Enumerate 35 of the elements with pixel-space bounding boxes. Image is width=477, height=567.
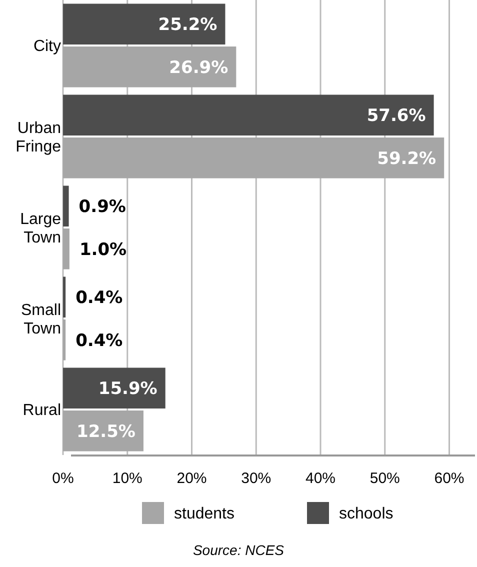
text: 0.4% <box>76 330 123 351</box>
bar <box>63 138 444 178</box>
y-tick-label: Rural <box>22 402 61 420</box>
x-tick-label: 0% <box>52 470 74 487</box>
bar <box>63 4 226 44</box>
bar <box>63 94 434 136</box>
x-tick-label: 20% <box>176 470 207 487</box>
text: 12.5% <box>76 422 136 442</box>
text: 57.6% <box>366 106 426 126</box>
legend-label: schools <box>339 506 394 523</box>
source-note: Source: NCES <box>192 542 285 558</box>
text: 26.9% <box>169 58 228 78</box>
bar <box>63 368 166 408</box>
y-tick-label: Small Town <box>20 302 61 338</box>
bar <box>63 276 66 318</box>
x-tick-label: 30% <box>241 470 272 487</box>
text: 25.2% <box>158 15 218 36</box>
bar <box>63 410 144 452</box>
bar <box>63 320 66 360</box>
x-tick-label: 10% <box>112 470 142 487</box>
legend-label: students <box>174 506 234 523</box>
bar <box>63 186 69 226</box>
x-tick-label: 60% <box>434 470 464 487</box>
text: 15.9% <box>98 379 158 400</box>
x-tick-label: 40% <box>305 470 336 487</box>
text: 59.2% <box>377 148 436 169</box>
y-tick-label: Large Town <box>20 211 62 246</box>
text: 0.9% <box>78 197 126 218</box>
x-tick-label: 50% <box>370 470 400 487</box>
bar <box>63 46 236 88</box>
text: 0.4% <box>76 288 123 308</box>
y-tick-label: Urban Fringe <box>16 120 62 156</box>
y-tick-label: City <box>33 38 61 56</box>
text: 1.0% <box>79 240 127 260</box>
bar <box>63 228 70 270</box>
